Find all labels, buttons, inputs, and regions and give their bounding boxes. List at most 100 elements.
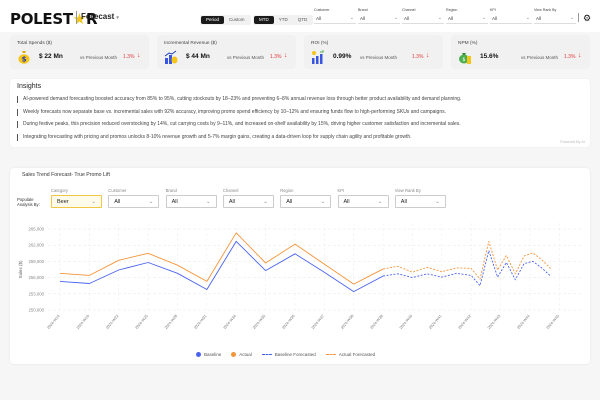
range-toggle: MTD YTD QTD — [253, 15, 314, 25]
filter-select[interactable]: All ⌄ — [222, 195, 274, 208]
kpi-change: 1.3% — [123, 54, 135, 60]
kpi-title: Total Spends ($) — [17, 41, 52, 46]
y-tick-label: 256,000 — [28, 275, 44, 280]
filter-select[interactable]: All ⌄ — [280, 195, 332, 208]
filter-select[interactable]: All ⌄ — [446, 13, 488, 24]
kpi-compare-label: vs Previous Month — [360, 55, 398, 60]
chevron-down-icon: ⌄ — [435, 199, 440, 205]
kpi-value: $ 44 Mn — [186, 53, 210, 60]
dashed-line-icon — [325, 354, 336, 355]
filter-select[interactable]: All ⌄ — [394, 195, 446, 208]
gear-icon[interactable]: ⚙ — [583, 13, 592, 23]
actual-dot-icon — [231, 352, 237, 357]
chevron-down-icon: ⌄ — [263, 199, 268, 205]
analysis-filter-customer: Customer All ⌄ — [108, 188, 160, 208]
money-bag-icon: $ — [17, 50, 31, 64]
insight-line: AI-powered demand forecasting boosted ac… — [17, 96, 461, 103]
filter-label: Channel — [222, 188, 239, 193]
filter-select[interactable]: All ⌄ — [534, 13, 576, 24]
series-actual-forecasted[interactable] — [383, 240, 551, 280]
analysis-filter-region: Region All ⌄ — [280, 188, 332, 208]
chevron-down-icon: ⌄ — [148, 199, 154, 205]
insight-line: During festive peaks, this precision red… — [17, 121, 461, 128]
kpi-value: $ 22 Mn — [39, 53, 63, 60]
filter-label: Region — [446, 8, 458, 12]
filter-label: Region — [280, 188, 294, 193]
filter-label: View Rank By — [394, 188, 421, 193]
x-tick-label: 2024-W40 — [399, 314, 413, 330]
x-tick-label: 2024-W39 — [370, 314, 384, 330]
kpi-card-total-spends: Total Spends ($) $ $ 22 Mn vs Previous M… — [10, 35, 149, 69]
filter-label: Category — [51, 188, 68, 193]
series-baseline[interactable] — [59, 240, 384, 293]
app-title-dropdown[interactable]: Forecast ▾ — [81, 12, 119, 21]
x-tick-label: 2024-W34 — [223, 314, 237, 330]
kpi-card-npm: NPM (%) $ 15.6% vs Previous Month 1.3% ↓ — [451, 35, 590, 69]
x-tick-label: 2024-W41 — [428, 314, 442, 330]
x-tick-label: 2024-W25 — [135, 314, 149, 330]
chevron-down-icon: ⌄ — [393, 15, 398, 21]
legend-baseline-forecasted[interactable]: Baseline Forecasted — [261, 352, 316, 357]
baseline-dot-icon — [196, 352, 201, 357]
divider — [76, 11, 77, 24]
filter-select[interactable]: All ⌄ — [358, 13, 400, 24]
filter-label: Brand — [165, 188, 177, 193]
y-tick-label: 259,000 — [28, 259, 44, 264]
insights-title: Insights — [17, 83, 42, 90]
legend-actual-forecasted[interactable]: Actual Forecasted — [325, 352, 375, 357]
kpi-card-roi: ROI (%) 0.99% vs Previous Month 1.3% ↓ — [304, 35, 443, 69]
svg-text:$: $ — [22, 56, 27, 64]
filter-label: Customer — [314, 8, 330, 12]
legend-actual[interactable]: Actual — [231, 352, 252, 357]
analysis-filter-category: Category Beer ⌄ — [51, 188, 102, 208]
series-actual[interactable] — [59, 232, 384, 285]
period-option-custom[interactable]: Custom — [229, 17, 245, 22]
kpi-value: 0.99% — [333, 53, 352, 60]
analysis-filter-kpi: KPI All ⌄ — [337, 188, 389, 208]
revenue-growth-icon — [164, 50, 178, 64]
chevron-down-icon: ▾ — [116, 15, 119, 21]
filter-select[interactable]: All ⌄ — [314, 13, 356, 24]
filter-select[interactable]: Beer ⌄ — [51, 195, 102, 208]
y-tick-label: 250,000 — [28, 308, 44, 313]
populate-analysis-label: Populate Analysis By: — [17, 197, 40, 207]
header-filter-customer: Customer All ⌄ — [314, 8, 356, 24]
chart-legend: Baseline Actual Baseline Forecasted Actu… — [196, 352, 375, 357]
period-option-period[interactable]: Period — [201, 16, 225, 24]
period-toggle: Period Custom — [200, 15, 251, 25]
header-filter-kpi: KPI All ⌄ — [490, 8, 532, 24]
divider — [578, 13, 579, 22]
filter-select[interactable]: All ⌄ — [402, 13, 444, 24]
legend-baseline[interactable]: Baseline — [196, 352, 221, 357]
x-tick-label: 2024-W44 — [516, 314, 530, 330]
filter-label: KPI — [337, 188, 345, 193]
filter-label: Customer — [108, 188, 127, 193]
filter-select[interactable]: All ⌄ — [337, 195, 389, 208]
range-option-mtd[interactable]: MTD — [254, 16, 274, 24]
kpi-change: 1.3% — [564, 54, 576, 60]
y-tick-label: 262,000 — [28, 243, 44, 248]
kpi-change: 1.3% — [412, 54, 424, 60]
chart-title: Sales Trend Forecast- True Promo Lift — [22, 172, 110, 178]
x-tick-label: 2024-W37 — [311, 314, 325, 330]
x-tick-label: 2024-W35 — [252, 314, 266, 330]
analysis-filter-brand: Brand All ⌄ — [165, 188, 217, 208]
kpi-card-incremental-revenue: Incremental Revenue ($) $ 44 Mn vs Previ… — [157, 35, 296, 69]
chevron-down-icon: ⌄ — [91, 199, 96, 205]
filter-select[interactable]: All ⌄ — [108, 195, 160, 208]
range-option-qtd[interactable]: QTD — [297, 17, 308, 22]
svg-text:$: $ — [462, 57, 465, 63]
sales-line-chart[interactable]: 250,000 253,000 256,000 259,000 262,000 265,0… — [10, 168, 590, 364]
range-option-ytd[interactable]: YTD — [278, 17, 288, 22]
filter-select[interactable]: All ⌄ — [165, 195, 217, 208]
header-filter-view-rank-by: View Rank By All ⌄ — [534, 8, 576, 24]
x-tick-label: 2024-W45 — [546, 314, 560, 330]
kpi-title: Incremental Revenue ($) — [164, 41, 217, 46]
filter-select[interactable]: All ⌄ — [490, 13, 532, 24]
kpi-value: 15.6% — [480, 53, 499, 60]
kpi-compare-label: vs Previous Month — [227, 55, 265, 60]
powered-by-label: Powered By AI — [560, 140, 585, 144]
kpi-compare-label: vs Previous Month — [80, 55, 118, 60]
filter-label: KPI — [490, 8, 496, 12]
profit-bag-icon: $ — [458, 50, 472, 64]
